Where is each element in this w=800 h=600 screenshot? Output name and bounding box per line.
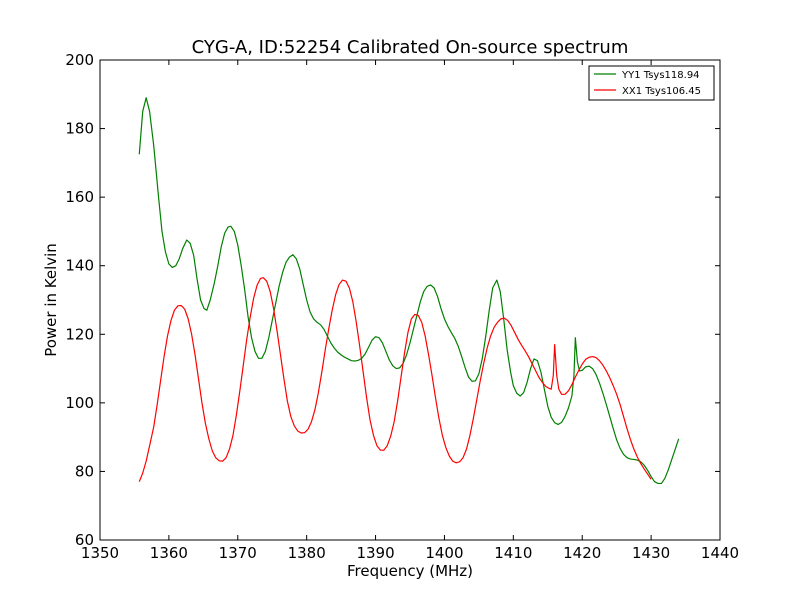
x-axis-label: Frequency (MHz) bbox=[347, 562, 473, 580]
x-tick-label: 1400 bbox=[425, 544, 463, 562]
ticks-layer: 1350 1360 1370 1380 1390 1400 1410 1420 1430 1440… bbox=[65, 51, 739, 562]
y-tick-label: 120 bbox=[65, 325, 94, 343]
plot-area: 1350 1360 1370 1380 1390 1400 1410 1420 1430 1440… bbox=[65, 51, 739, 562]
y-axis-label: Power in Kelvin bbox=[42, 243, 60, 357]
series-line-0 bbox=[138, 97, 680, 485]
x-tick-label: 1350 bbox=[81, 544, 119, 562]
legend: YY1 Tsys118.94 XX1 Tsys106.45 bbox=[588, 65, 715, 101]
series-line-1 bbox=[138, 277, 652, 482]
x-tick-label: 1380 bbox=[288, 544, 326, 562]
y-tick-label: 160 bbox=[65, 188, 94, 206]
y-tick-label: 200 bbox=[65, 51, 94, 69]
series-layer bbox=[138, 97, 680, 485]
x-tick-label: 1420 bbox=[563, 544, 601, 562]
x-tick-label: 1440 bbox=[701, 544, 739, 562]
x-tick-label: 1410 bbox=[494, 544, 532, 562]
y-tick-label: 140 bbox=[65, 257, 94, 275]
x-tick-label: 1430 bbox=[632, 544, 670, 562]
plot-background bbox=[100, 60, 720, 540]
legend-box bbox=[588, 65, 715, 101]
x-tick-label: 1360 bbox=[150, 544, 188, 562]
y-tick-label: 60 bbox=[75, 531, 94, 549]
x-tick-label: 1370 bbox=[219, 544, 257, 562]
y-tick-label: 100 bbox=[65, 394, 94, 412]
plot-frame bbox=[99, 59, 721, 541]
chart-title: CYG-A, ID:52254 Calibrated On-source spe… bbox=[192, 37, 629, 58]
legend-label-0: YY1 Tsys118.94 bbox=[621, 70, 700, 81]
legend-label-1: XX1 Tsys106.45 bbox=[622, 86, 701, 97]
y-tick-label: 180 bbox=[65, 120, 94, 138]
y-tick-label: 80 bbox=[75, 462, 94, 480]
x-tick-label: 1390 bbox=[356, 544, 394, 562]
